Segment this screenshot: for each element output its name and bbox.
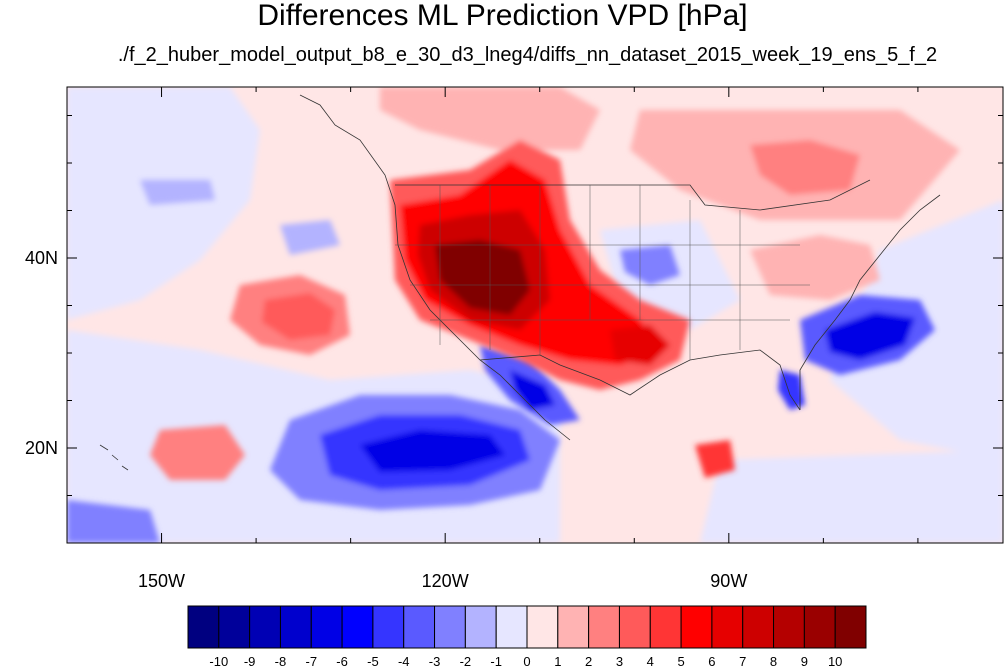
field-red-texas [610, 325, 670, 365]
field-blue-baja-core [510, 370, 555, 410]
colorbar-swatch [618, 605, 651, 649]
colorbar-label: -3 [428, 654, 441, 669]
colorbar-swatch [803, 605, 836, 649]
colorbar-swatch [464, 605, 497, 649]
colorbar-label: -4 [397, 654, 410, 669]
coastlines [99, 94, 941, 471]
axis-ticks [66, 87, 1003, 543]
colorbar-swatch [711, 605, 744, 649]
colorbar-label: -2 [459, 654, 472, 669]
colorbar-label: 9 [800, 654, 808, 669]
y-tick-label: 40N [24, 248, 58, 268]
colorbar-label: 8 [769, 654, 778, 669]
colorbar-label: -6 [336, 654, 348, 669]
field-blue-pacific-core [360, 430, 505, 472]
colorbar-label: 2 [585, 654, 593, 669]
colorbar-swatch [557, 605, 590, 649]
colorbar-swatch [680, 605, 713, 649]
coastline-atlantic [799, 194, 941, 410]
coastline-gulf [599, 349, 801, 411]
colorbar-swatch [187, 605, 220, 649]
field-blue-northpacific [140, 180, 215, 205]
field-red-pacific-core [262, 293, 335, 340]
border-mexico [479, 354, 601, 381]
colorbar-swatch [249, 605, 281, 649]
colorbar-label: 1 [554, 654, 562, 669]
coastline-pacific [299, 94, 571, 441]
map-title: Differences ML Prediction VPD [hPa] [257, 0, 748, 32]
colorbar-label: -10 [209, 654, 229, 669]
colorbar-swatch [218, 605, 251, 649]
colorbar-label: -7 [305, 654, 318, 669]
field-red-west-core [435, 240, 530, 315]
field-blue-offshore [280, 220, 340, 255]
field-blue-southwest-corner [67, 500, 160, 543]
colorbar-swatch [588, 605, 620, 649]
coastline-hawaii [99, 444, 129, 471]
map-subtitle: ./f_2_huber_model_output_b8_e_30_d3_lneg… [117, 44, 938, 66]
colorbar-label: 4 [646, 654, 654, 669]
colorbar-label: 7 [739, 654, 747, 669]
x-tick-label: 150W [138, 571, 186, 591]
colorbar-label: -8 [274, 654, 287, 669]
map-frame [66, 86, 1004, 544]
colorbar-swatch [526, 605, 559, 649]
colorbar-swatch [742, 605, 775, 649]
colorbar-swatch [434, 605, 466, 649]
colorbar-label: -1 [490, 654, 502, 669]
colorbar-label: 10 [827, 654, 843, 669]
colorbar-label: 0 [523, 654, 531, 669]
y-tick-label: 20N [24, 438, 58, 458]
colorbar-swatch [310, 605, 343, 649]
colorbar-label: 3 [615, 654, 624, 669]
colorbar-swatch [372, 605, 405, 649]
field-pink-north [380, 87, 600, 150]
colorbar-label: 6 [708, 654, 716, 669]
field-blue-atlantic-core [825, 312, 915, 360]
colorbar-swatch [341, 605, 374, 649]
x-tick-label: 90W [710, 571, 748, 591]
field-red-hawaii [150, 425, 245, 480]
field-lightblue-caribbean [700, 450, 1003, 543]
border-canada [395, 179, 871, 211]
colorbar-swatch [403, 605, 436, 649]
colorbar-label: -9 [243, 654, 256, 669]
colorbar-swatch [495, 605, 528, 649]
field-blue-midwest [620, 245, 680, 285]
x-tick-label: 120W [421, 571, 469, 591]
field-layer [67, 87, 1003, 543]
colorbar-swatch [773, 605, 805, 649]
field-pink-eastcoast [750, 235, 880, 300]
colorbar-swatch [649, 605, 682, 649]
state-borders [395, 185, 810, 360]
field-red-canada [750, 140, 860, 195]
colorbar-label: 5 [677, 654, 685, 669]
colorbar-swatch [834, 605, 867, 649]
field-red-caribbean [695, 440, 735, 478]
colorbar-label: -5 [367, 654, 379, 669]
colorbar-swatch [279, 605, 312, 649]
